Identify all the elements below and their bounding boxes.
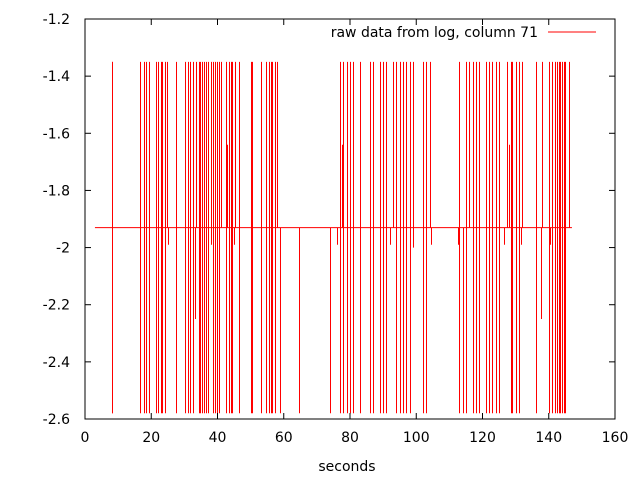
legend: raw data from log, column 71 xyxy=(331,25,596,41)
y-tick-label: -2.4 xyxy=(43,355,70,371)
x-tick-label: 100 xyxy=(403,430,430,446)
x-tick-label: 160 xyxy=(602,430,629,446)
x-tick-label: 20 xyxy=(142,430,160,446)
x-tick-label: 60 xyxy=(275,430,293,446)
y-tick-label: -1.2 xyxy=(43,12,70,28)
x-tick-label: 120 xyxy=(469,430,496,446)
y-tick-label: -2.2 xyxy=(43,298,70,314)
y-tick-label: -2 xyxy=(56,241,70,257)
y-tick-label: -1.6 xyxy=(43,126,70,142)
plot-area xyxy=(94,61,572,414)
y-tick-label: -2.6 xyxy=(43,412,70,428)
x-tick-label: 40 xyxy=(209,430,227,446)
x-tick-label: 140 xyxy=(535,430,562,446)
x-tick-label: 80 xyxy=(341,430,359,446)
y-tick-label: -1.4 xyxy=(43,69,70,85)
y-axis: -2.6 -2.4 -2.2 -2 -1.8 -1.6 -1.4 -1.2 xyxy=(43,12,615,428)
x-axis-label: seconds xyxy=(318,459,375,475)
y-tick-label: -1.8 xyxy=(43,183,70,199)
x-axis: 0 20 40 60 80 100 120 140 160 xyxy=(81,19,629,446)
legend-label: raw data from log, column 71 xyxy=(331,25,538,41)
x-tick-label: 0 xyxy=(81,430,90,446)
